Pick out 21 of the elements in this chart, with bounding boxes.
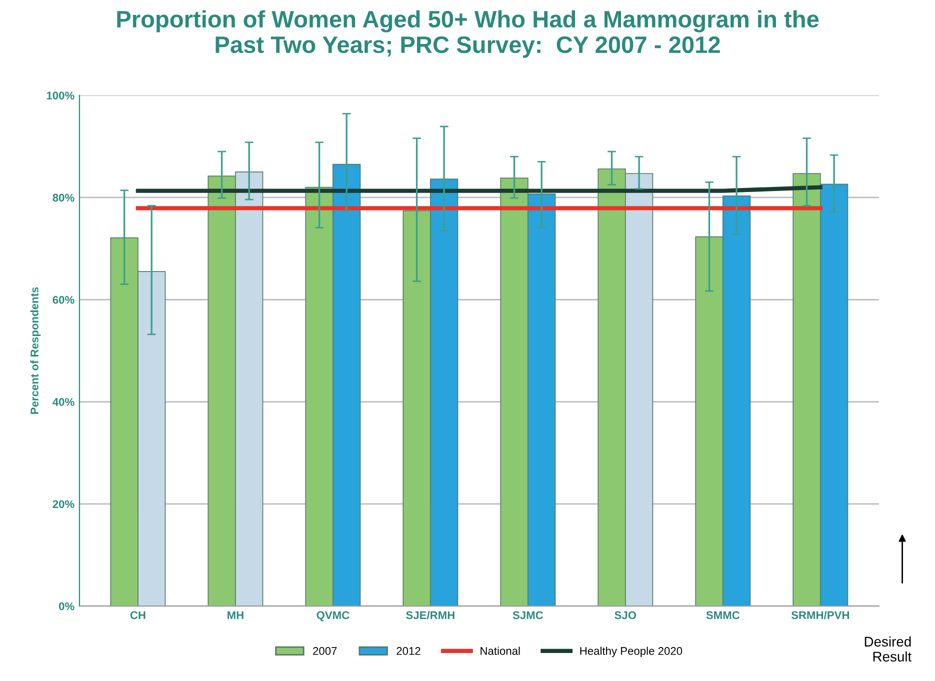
- x-tick-label: SMMC: [706, 611, 740, 620]
- legend-label: National: [480, 646, 520, 655]
- x-tick-label: QVMC: [316, 611, 350, 622]
- y-tick-label: 80%: [52, 194, 74, 202]
- y-tick-label: 60%: [52, 296, 74, 304]
- x-tick-label: SJE/RMH: [406, 610, 454, 620]
- x-tick-label: SJO: [614, 611, 636, 620]
- legend-label: Healthy People 2020: [580, 646, 682, 658]
- legend-label: 2007: [313, 647, 337, 655]
- text: Desired Result: [864, 636, 912, 662]
- x-tick-label: SRMH/PVH: [791, 610, 849, 620]
- chart-title: Proportion of Women Aged 50+ Who Had a Mammogram in the Past Two Years; PRC Survey: CY 2007 - 2012: [117, 10, 819, 58]
- y-tick-label: 20%: [52, 500, 74, 508]
- x-tick-label: CH: [130, 611, 146, 620]
- x-tick-label: SJMC: [512, 611, 544, 620]
- y-axis-title: Percent of Respondents: [30, 287, 41, 414]
- y-tick-label: 100%: [46, 92, 74, 100]
- x-tick-label: MH: [228, 611, 244, 620]
- legend-label: 2012: [396, 647, 420, 655]
- y-tick-label: 0%: [58, 602, 74, 610]
- y-tick-label: 40%: [52, 398, 74, 406]
